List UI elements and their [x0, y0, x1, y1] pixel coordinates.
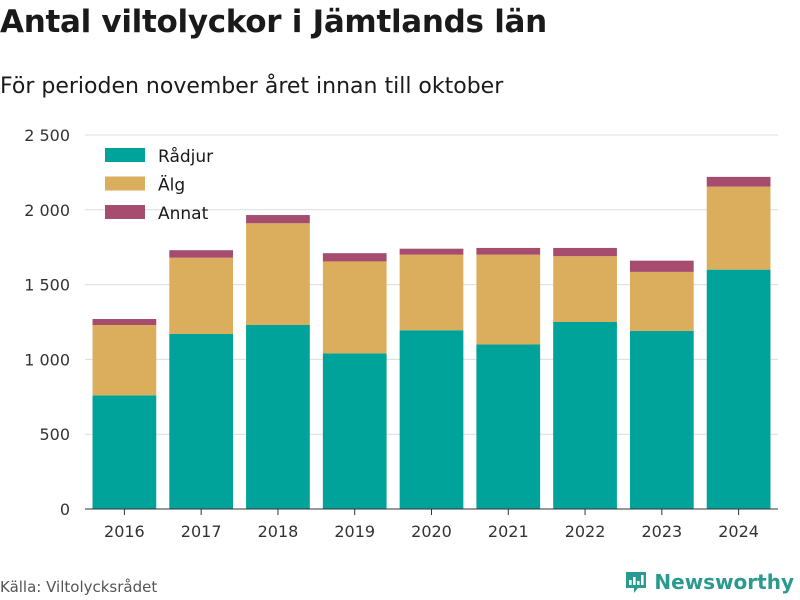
x-tick-label: 2020 [411, 522, 452, 541]
bar-älg-2022 [553, 256, 617, 322]
bar-älg-2018 [246, 223, 310, 325]
bar-annat-2023 [629, 260, 694, 272]
bar-rådjur-2024 [706, 269, 771, 509]
bar-rådjur-2018 [246, 324, 310, 509]
brand-logo: Newsworthy [624, 570, 794, 594]
bar-annat-2017 [169, 250, 234, 258]
x-tick-label: 2021 [488, 522, 529, 541]
legend-swatch-älg [105, 176, 145, 191]
legend-swatch-annat [105, 205, 145, 219]
y-tick-label: 2 500 [24, 126, 70, 145]
chart-title: Antal viltolyckor i Jämtlands län [0, 4, 547, 40]
y-tick-label: 1 500 [24, 276, 70, 295]
bar-annat-2020 [399, 248, 464, 255]
y-tick-label: 0 [60, 500, 70, 519]
chart-subtitle: För perioden november året innan till ok… [0, 74, 504, 99]
brand-name: Newsworthy [654, 570, 794, 594]
bar-älg-2019 [322, 261, 387, 354]
bar-rådjur-2019 [322, 353, 387, 509]
bar-annat-2022 [553, 247, 617, 257]
x-tick-label: 2016 [104, 522, 145, 541]
bar-annat-2016 [92, 319, 157, 325]
legend: Rådjur Älg Annat [105, 146, 213, 224]
bar-älg-2017 [169, 257, 234, 334]
y-tick-label: 1 000 [24, 350, 70, 369]
y-tick-label: 500 [39, 425, 70, 444]
bar-älg-2023 [629, 271, 694, 331]
x-tick-label: 2018 [258, 522, 299, 541]
bar-rådjur-2023 [629, 330, 694, 509]
y-tick-label: 2 000 [24, 201, 70, 220]
x-tick-label: 2023 [641, 522, 682, 541]
legend-swatch-rådjur [105, 148, 145, 162]
bar-annat-2024 [706, 176, 771, 187]
bar-älg-2021 [476, 254, 541, 345]
bars [92, 176, 771, 509]
bar-rådjur-2020 [399, 330, 464, 509]
x-tick-label: 2017 [181, 522, 222, 541]
x-axis: 2016 2017 2018 2019 2020 2021 2022 2023 2024 [85, 508, 778, 541]
bar-annat-2021 [476, 247, 541, 255]
bar-älg-2024 [706, 186, 771, 270]
bar-rådjur-2016 [92, 395, 157, 509]
bar-rådjur-2017 [169, 333, 234, 509]
x-tick-label: 2024 [718, 522, 759, 541]
y-axis-tick-labels: 0 500 1 000 1 500 2 000 2 500 [24, 126, 70, 519]
newsworthy-logo-icon [626, 572, 647, 593]
bar-älg-2020 [399, 254, 464, 331]
bar-annat-2018 [246, 215, 310, 224]
legend-label: Rådjur [158, 146, 213, 167]
legend-label: Annat [158, 204, 209, 224]
x-tick-label: 2022 [565, 522, 606, 541]
legend-label: Älg [158, 175, 185, 196]
bar-rådjur-2021 [476, 344, 541, 509]
bar-rådjur-2022 [553, 322, 617, 509]
x-tick-label: 2019 [334, 522, 375, 541]
bar-älg-2016 [92, 324, 157, 396]
bar-annat-2019 [322, 253, 387, 262]
source-note: Källa: Viltolycksrådet [0, 578, 158, 596]
